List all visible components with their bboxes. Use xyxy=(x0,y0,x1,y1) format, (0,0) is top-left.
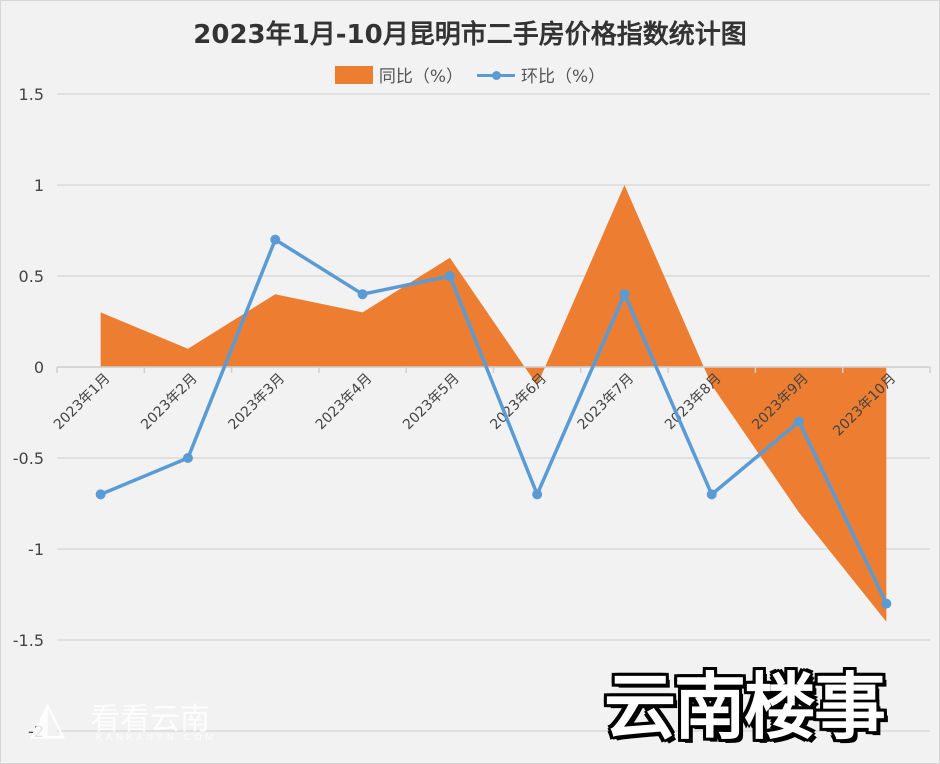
x-tick-label: 2023年2月 xyxy=(138,371,201,434)
y-tick-label: -0.5 xyxy=(13,449,44,468)
watermark-url: KANKANYN.COM xyxy=(96,732,218,742)
data-point-marker xyxy=(357,289,368,300)
x-tick-label: 2023年5月 xyxy=(400,371,463,434)
data-point-marker xyxy=(95,489,106,500)
data-point-marker xyxy=(794,416,805,427)
data-point-marker xyxy=(270,234,281,245)
y-tick-label: 1 xyxy=(34,176,44,195)
legend-label-yoy: 同比（%） xyxy=(378,67,463,87)
series-line-mom xyxy=(99,237,888,605)
data-point-marker xyxy=(444,271,455,281)
data-point-marker xyxy=(881,598,892,609)
brand-stamp: 云南楼事 xyxy=(604,665,886,749)
x-tick-label: 2023年7月 xyxy=(575,371,638,434)
data-point-marker xyxy=(182,453,193,463)
y-tick-label: -2 xyxy=(28,722,44,741)
chart-title: 2023年1月-10月昆明市二手房价格指数统计图 xyxy=(193,20,747,50)
x-tick-label: 2023年1月 xyxy=(51,371,114,434)
area-swatch-icon xyxy=(334,65,373,84)
line-marker-swatch-icon xyxy=(477,66,515,84)
series-area-yoy xyxy=(100,185,887,622)
y-tick-label: -1.5 xyxy=(13,631,44,650)
legend-item-yoy: 同比（%） xyxy=(334,62,463,87)
data-point-marker xyxy=(532,489,543,500)
x-tick-label: 2023年4月 xyxy=(313,371,376,434)
legend-item-mom: 环比（%） xyxy=(477,62,605,87)
y-tick-label: 1.5 xyxy=(19,85,44,104)
x-tick-label: 2023年6月 xyxy=(487,371,550,434)
watermark-text: 看看云南 xyxy=(90,702,210,737)
y-tick-label: 0.5 xyxy=(19,267,44,286)
data-point-marker xyxy=(619,289,630,300)
chart-legend: 同比（%） 环比（%） xyxy=(0,62,940,87)
watermark-logo-icon: ◭ xyxy=(30,690,66,744)
y-tick-label: -1 xyxy=(28,540,44,559)
legend-label-mom: 环比（%） xyxy=(521,67,606,87)
y-tick-label: 0 xyxy=(34,358,44,377)
x-tick-label: 2023年3月 xyxy=(225,371,288,434)
data-point-marker xyxy=(706,489,717,500)
